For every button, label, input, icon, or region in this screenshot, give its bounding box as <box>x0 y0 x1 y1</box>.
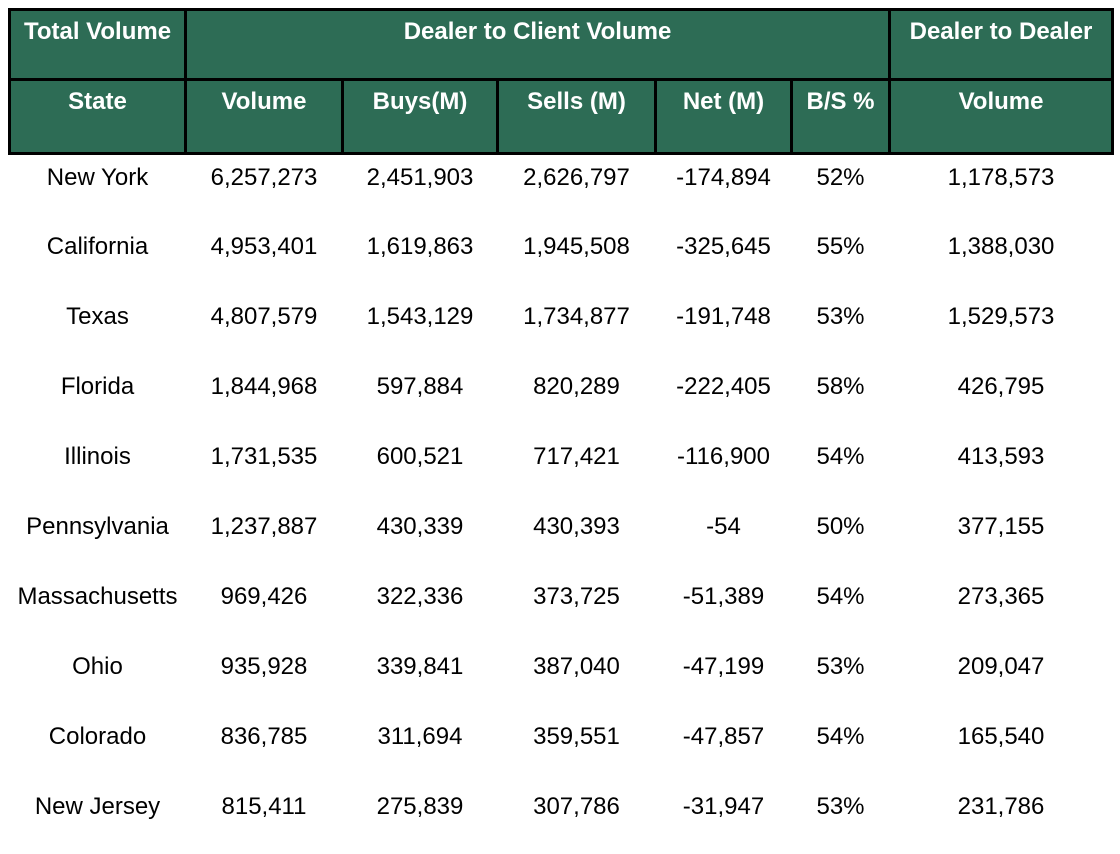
cell-net-m: -325,645 <box>655 223 792 294</box>
cell-sells-m: 1,945,508 <box>497 223 656 294</box>
cell-buys-m: 430,339 <box>342 503 498 574</box>
cell-bs-pct: 50% <box>791 503 890 574</box>
table-row: California 4,953,401 1,619,863 1,945,508… <box>9 223 1113 294</box>
cell-sells-m: 373,725 <box>497 573 656 644</box>
table-row: Ohio 935,928 339,841 387,040 -47,199 53%… <box>9 643 1113 714</box>
col-header-sells-m: Sells (M) <box>496 78 657 155</box>
header-group-row: Total Volume Dealer to Client Volume Dea… <box>8 8 1115 81</box>
cell-state: Colorado <box>9 713 186 784</box>
cell-state: Illinois <box>9 433 186 504</box>
cell-dc-volume: 1,844,968 <box>185 363 343 434</box>
cell-dc-volume: 4,953,401 <box>185 223 343 294</box>
cell-dc-volume: 1,237,887 <box>185 503 343 574</box>
dealer-volume-table: Total Volume Dealer to Client Volume Dea… <box>8 8 1115 854</box>
table-row: New York 6,257,273 2,451,903 2,626,797 -… <box>9 153 1113 224</box>
cell-bs-pct: 58% <box>791 363 890 434</box>
cell-buys-m: 600,521 <box>342 433 498 504</box>
cell-dd-volume: 1,388,030 <box>889 223 1113 294</box>
cell-bs-pct: 53% <box>791 643 890 714</box>
cell-net-m: -47,857 <box>655 713 792 784</box>
cell-buys-m: 1,619,863 <box>342 223 498 294</box>
col-header-bs-pct: B/S % <box>789 78 892 155</box>
cell-dc-volume: 935,928 <box>185 643 343 714</box>
cell-bs-pct: 54% <box>791 713 890 784</box>
table-row: Florida 1,844,968 597,884 820,289 -222,4… <box>9 363 1113 434</box>
cell-net-m: -47,199 <box>655 643 792 714</box>
cell-buys-m: 597,884 <box>342 363 498 434</box>
cell-sells-m: 1,734,877 <box>497 293 656 364</box>
cell-net-m: -191,748 <box>655 293 792 364</box>
cell-dc-volume: 6,257,273 <box>185 153 343 224</box>
cell-bs-pct: 54% <box>791 573 890 644</box>
cell-dd-volume: 377,155 <box>889 503 1113 574</box>
header-dealer-to-client-volume: Dealer to Client Volume <box>183 8 892 81</box>
cell-dc-volume: 4,807,579 <box>185 293 343 364</box>
cell-net-m: -174,894 <box>655 153 792 224</box>
cell-dd-volume: 1,529,573 <box>889 293 1113 364</box>
col-header-dd-volume: Volume <box>888 78 1115 155</box>
cell-net-m: -51,389 <box>655 573 792 644</box>
table-body: New York 6,257,273 2,451,903 2,626,797 -… <box>9 153 1113 854</box>
table-row: Illinois 1,731,535 600,521 717,421 -116,… <box>9 433 1113 504</box>
cell-sells-m: 820,289 <box>497 363 656 434</box>
cell-buys-m: 275,839 <box>342 783 498 854</box>
cell-dd-volume: 1,178,573 <box>889 153 1113 224</box>
cell-net-m: -31,947 <box>655 783 792 854</box>
cell-sells-m: 430,393 <box>497 503 656 574</box>
table-row: New Jersey 815,411 275,839 307,786 -31,9… <box>9 783 1113 854</box>
cell-state: Massachusetts <box>9 573 186 644</box>
cell-buys-m: 322,336 <box>342 573 498 644</box>
table-header: Total Volume Dealer to Client Volume Dea… <box>8 8 1115 155</box>
cell-state: Texas <box>9 293 186 364</box>
cell-dd-volume: 273,365 <box>889 573 1113 644</box>
cell-sells-m: 717,421 <box>497 433 656 504</box>
table-row: Massachusetts 969,426 322,336 373,725 -5… <box>9 573 1113 644</box>
table-row: Pennsylvania 1,237,887 430,339 430,393 -… <box>9 503 1113 574</box>
cell-dc-volume: 1,731,535 <box>185 433 343 504</box>
cell-dd-volume: 413,593 <box>889 433 1113 504</box>
col-header-net-m: Net (M) <box>654 78 793 155</box>
cell-net-m: -54 <box>655 503 792 574</box>
header-total-volume: Total Volume <box>8 8 187 81</box>
cell-bs-pct: 54% <box>791 433 890 504</box>
cell-net-m: -222,405 <box>655 363 792 434</box>
cell-sells-m: 307,786 <box>497 783 656 854</box>
cell-dd-volume: 209,047 <box>889 643 1113 714</box>
cell-dc-volume: 969,426 <box>185 573 343 644</box>
cell-dd-volume: 165,540 <box>889 713 1113 784</box>
cell-buys-m: 311,694 <box>342 713 498 784</box>
cell-bs-pct: 52% <box>791 153 890 224</box>
header-dealer-to-dealer: Dealer to Dealer <box>888 8 1115 81</box>
cell-sells-m: 2,626,797 <box>497 153 656 224</box>
col-header-dc-volume: Volume <box>184 78 344 155</box>
table-row: Texas 4,807,579 1,543,129 1,734,877 -191… <box>9 293 1113 364</box>
cell-bs-pct: 53% <box>791 293 890 364</box>
cell-bs-pct: 55% <box>791 223 890 294</box>
cell-sells-m: 387,040 <box>497 643 656 714</box>
cell-state: Ohio <box>9 643 186 714</box>
cell-buys-m: 2,451,903 <box>342 153 498 224</box>
cell-dd-volume: 426,795 <box>889 363 1113 434</box>
cell-dd-volume: 231,786 <box>889 783 1113 854</box>
cell-state: California <box>9 223 186 294</box>
cell-state: Pennsylvania <box>9 503 186 574</box>
cell-buys-m: 1,543,129 <box>342 293 498 364</box>
cell-buys-m: 339,841 <box>342 643 498 714</box>
col-header-buys-m: Buys(M) <box>341 78 499 155</box>
cell-sells-m: 359,551 <box>497 713 656 784</box>
table-row: Colorado 836,785 311,694 359,551 -47,857… <box>9 713 1113 784</box>
cell-dc-volume: 836,785 <box>185 713 343 784</box>
cell-state: New Jersey <box>9 783 186 854</box>
cell-state: Florida <box>9 363 186 434</box>
cell-state: New York <box>9 153 186 224</box>
cell-net-m: -116,900 <box>655 433 792 504</box>
header-column-row: State Volume Buys(M) Sells (M) Net (M) B… <box>8 78 1115 155</box>
cell-dc-volume: 815,411 <box>185 783 343 854</box>
cell-bs-pct: 53% <box>791 783 890 854</box>
col-header-state: State <box>8 78 187 155</box>
